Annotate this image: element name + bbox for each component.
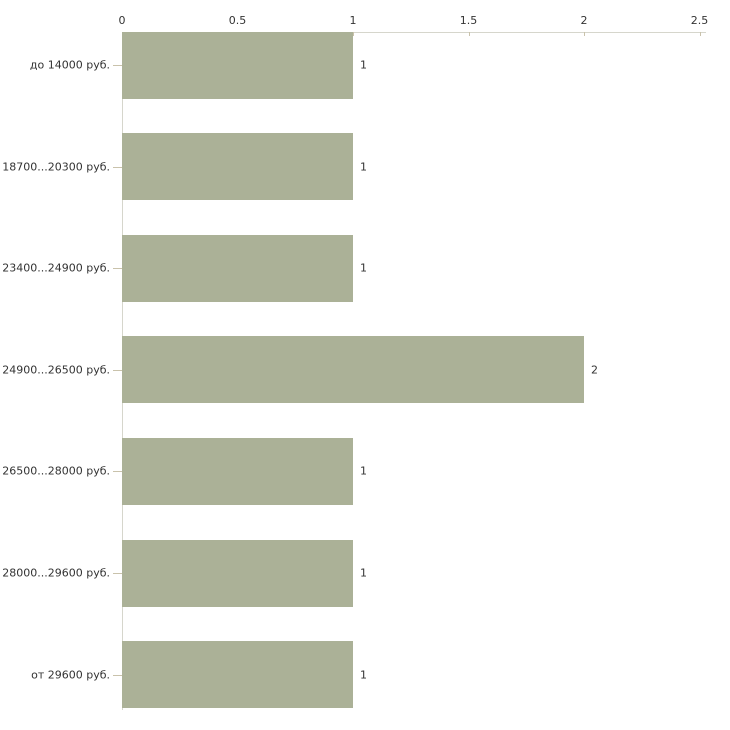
- bar: [122, 31, 353, 99]
- x-axis-tick-mark: [584, 32, 585, 36]
- category-label: до 14000 руб.: [29, 58, 110, 72]
- y-axis-tick-mark: [113, 167, 122, 168]
- y-axis-tick-mark: [113, 268, 122, 269]
- bar: [122, 641, 353, 709]
- x-axis-tick-mark: [353, 32, 354, 36]
- value-label: 1: [360, 464, 367, 478]
- category-label: от 29600 руб.: [31, 668, 110, 682]
- x-axis-tick-mark: [699, 32, 701, 36]
- y-axis-tick-mark: [113, 471, 122, 472]
- bar: [122, 234, 353, 302]
- bar: [122, 437, 353, 505]
- category-label: 23400...24900 руб.: [2, 261, 110, 275]
- x-axis-tick-label: 1: [349, 14, 357, 27]
- y-axis-tick-mark: [113, 573, 122, 574]
- x-axis-tick-label: 0.5: [228, 14, 247, 27]
- category-label: 26500...28000 руб.: [2, 464, 110, 478]
- x-axis-tick-label: 1.5: [459, 14, 478, 27]
- value-label: 1: [360, 58, 367, 72]
- y-axis-tick-mark: [113, 675, 122, 676]
- value-label: 1: [360, 261, 367, 275]
- y-axis-tick-mark: [113, 65, 122, 66]
- x-axis-tick-label: 0: [118, 14, 126, 27]
- category-label: 24900...26500 руб.: [2, 363, 110, 377]
- x-axis-tick-label: 2.5: [690, 14, 709, 27]
- y-axis-tick-mark: [113, 370, 122, 371]
- x-axis-tick-label: 2: [580, 14, 588, 27]
- category-label: 18700...20300 руб.: [2, 160, 110, 174]
- value-label: 1: [360, 566, 367, 580]
- bar: [122, 133, 353, 201]
- value-label: 1: [360, 160, 367, 174]
- bar: [122, 539, 353, 607]
- value-label: 2: [591, 363, 598, 377]
- x-axis-tick-mark: [468, 32, 470, 36]
- category-label: 28000...29600 руб.: [2, 566, 110, 580]
- value-label: 1: [360, 668, 367, 682]
- bar: [122, 336, 584, 404]
- x-axis-line: [122, 32, 706, 33]
